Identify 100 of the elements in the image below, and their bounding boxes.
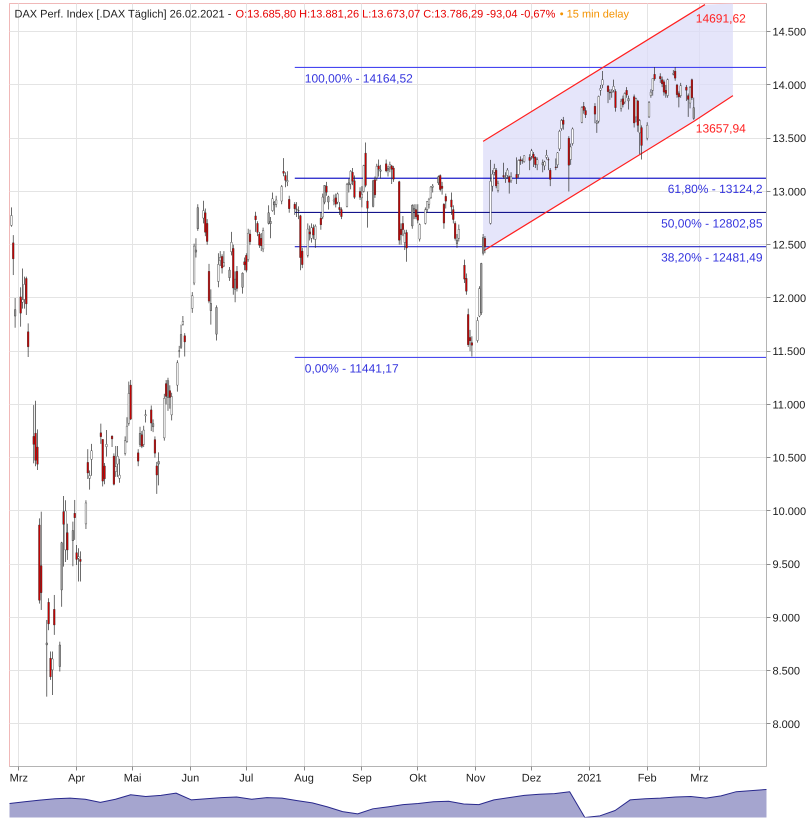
candlestick — [674, 66, 676, 82]
data-label: 14691,62 — [696, 11, 746, 26]
y-tick-label: 11.500 — [772, 346, 806, 358]
candlestick — [294, 202, 296, 216]
x-tick-label: Jul — [239, 772, 254, 784]
candlestick — [137, 448, 140, 467]
x-tick-label: Aug — [294, 772, 314, 784]
y-tick-label: 8.500 — [772, 666, 800, 678]
y-tick-label: 10.500 — [772, 452, 806, 465]
candlestick — [296, 202, 298, 218]
candlestick — [271, 192, 274, 212]
y-tick-label: 14.000 — [772, 80, 806, 92]
candlestick — [476, 316, 479, 344]
y-tick-label: 12.500 — [772, 240, 806, 252]
candlestick — [562, 116, 564, 130]
y-tick-label: 9.500 — [772, 559, 800, 572]
candlestick — [534, 156, 536, 168]
y-tick-label: 11.000 — [772, 399, 806, 412]
candlestick — [154, 436, 156, 458]
candlestick — [14, 298, 16, 328]
candlestick — [334, 193, 337, 208]
candlestick — [288, 195, 290, 214]
candlestick — [648, 100, 650, 118]
candlestick — [10, 207, 12, 228]
x-tick-label: Feb — [638, 772, 657, 784]
candlestick — [12, 234, 14, 276]
candlestick — [392, 166, 395, 182]
y-tick-label: 12.000 — [772, 292, 806, 305]
x-tick-label: 2021 — [577, 772, 602, 784]
text: O:13.685,80 H:13.881,26 L:13.673,07 C:13.786,29 -93,04 -0,67% — [236, 8, 556, 20]
candlestick — [262, 227, 264, 253]
candlestick — [196, 204, 199, 232]
x-tick-label: Apr — [68, 772, 86, 784]
candlestick — [536, 157, 538, 171]
candlestick — [662, 79, 665, 96]
candlestick — [516, 157, 518, 184]
candlestick — [502, 162, 505, 180]
candlestick — [608, 88, 611, 100]
candlestick — [416, 204, 419, 224]
text: DAX Perf. Index [.DAX Täglich] 26.02.2021 - — [14, 8, 232, 20]
candlestick — [495, 168, 498, 189]
candlestick — [51, 651, 54, 696]
candlestick — [346, 182, 348, 208]
x-tick-label: Dez — [522, 772, 542, 784]
x-tick-label: Mrz — [10, 772, 28, 784]
candlestick — [314, 224, 316, 248]
candlestick — [84, 500, 87, 530]
y-tick-label: 13.500 — [772, 133, 806, 146]
x-tick-label: Nov — [466, 772, 486, 784]
candlestick — [27, 323, 30, 358]
series-label: 38,20% - 12481,49 — [661, 250, 763, 265]
candlestick — [58, 641, 61, 672]
candlestick — [150, 405, 152, 432]
candlestick — [659, 72, 662, 84]
candlestick — [378, 159, 380, 177]
candlestick — [32, 404, 35, 464]
candlestick — [418, 223, 421, 242]
candlestick — [286, 170, 288, 186]
x-tick-label: Mrz — [690, 772, 709, 784]
y-tick-label: 13.000 — [772, 186, 806, 198]
candlestick — [53, 594, 56, 636]
candlestick — [79, 551, 82, 582]
y-tick-label: 9.000 — [772, 612, 800, 624]
y-tick-label: 14.500 — [772, 26, 806, 39]
candlestick — [646, 122, 648, 141]
x-tick-label: Sep — [352, 772, 372, 784]
candlestick — [411, 204, 414, 230]
candlestick — [77, 548, 80, 582]
candlestick — [142, 425, 145, 448]
candlestick — [176, 360, 178, 392]
candlestick — [556, 152, 559, 168]
candlestick — [580, 106, 583, 124]
series-label: 50,00% - 12802,85 — [661, 216, 763, 230]
data-label: 13657,94 — [696, 121, 746, 136]
candlestick — [666, 78, 669, 98]
y-tick-label: 10.000 — [772, 506, 806, 518]
candlestick — [217, 252, 220, 288]
y-tick-label: 8.000 — [772, 718, 800, 731]
candlestick — [184, 332, 186, 357]
candlestick — [280, 184, 283, 205]
candlestick — [144, 409, 147, 423]
candlestick — [484, 236, 486, 254]
candlestick — [406, 229, 408, 262]
series-label: 100,00% - 14164,52 — [304, 71, 414, 86]
x-tick-label: Okt — [409, 772, 426, 784]
x-tick-label: Jun — [181, 772, 200, 784]
annotation: • 15 min delay — [560, 8, 630, 20]
candlestick — [390, 164, 393, 184]
candlestick — [242, 272, 244, 294]
series-label: 61,80% - 13124,2 — [668, 182, 763, 196]
x-tick-label: Mai — [124, 772, 142, 784]
series-label: 0,00% - 11441,17 — [304, 361, 399, 376]
candlestick — [439, 174, 442, 192]
candlestick — [191, 292, 194, 314]
candlestick — [254, 211, 257, 232]
candlestick — [544, 160, 546, 171]
candlestick — [332, 194, 335, 206]
candlestick — [542, 159, 544, 173]
candlestick — [606, 84, 610, 104]
candlestick — [366, 191, 369, 228]
